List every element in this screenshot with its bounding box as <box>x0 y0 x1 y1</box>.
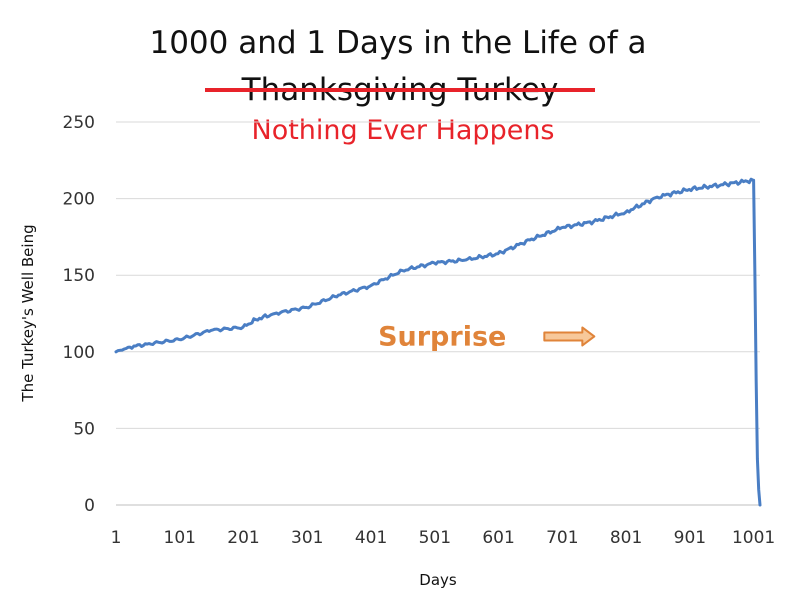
chart-subtitle: Nothing Ever Happens <box>252 115 555 146</box>
y-axis-ticks: 0 50 100 150 200 250 <box>63 113 95 516</box>
y-tick-label: 100 <box>63 343 95 363</box>
x-axis-ticks: 1 101 201 301 401 501 601 701 801 901 1001 <box>111 528 776 548</box>
x-tick-label: 1001 <box>732 528 775 548</box>
series-line <box>114 177 762 507</box>
x-tick-label: 401 <box>355 528 387 548</box>
annotation-label: Surprise <box>378 321 506 352</box>
chart-title-line1: 1000 and 1 Days in the Life of a <box>149 25 646 61</box>
x-tick-label: 301 <box>291 528 323 548</box>
x-tick-label: 101 <box>164 528 196 548</box>
y-tick-label: 50 <box>73 419 95 439</box>
y-tick-label: 150 <box>63 266 95 286</box>
x-tick-label: 1 <box>111 528 122 548</box>
chart-title: 1000 and 1 Days in the Life of a Thanksg… <box>149 25 646 146</box>
y-tick-label: 0 <box>84 496 95 516</box>
gridlines <box>116 121 760 429</box>
x-tick-label: 501 <box>419 528 451 548</box>
x-axis-label: Days <box>419 571 457 589</box>
annotations: Surprise <box>378 321 596 352</box>
x-tick-label: 601 <box>482 528 514 548</box>
x-tick-label: 201 <box>227 528 259 548</box>
series-group <box>114 177 762 507</box>
y-tick-label: 200 <box>63 190 95 210</box>
y-tick-label: 250 <box>63 113 95 133</box>
arrow-right-icon <box>543 326 596 347</box>
x-tick-label: 901 <box>674 528 706 548</box>
x-tick-label: 701 <box>546 528 578 548</box>
y-axis-label: The Turkey's Well Being <box>19 224 37 402</box>
x-tick-label: 801 <box>610 528 642 548</box>
